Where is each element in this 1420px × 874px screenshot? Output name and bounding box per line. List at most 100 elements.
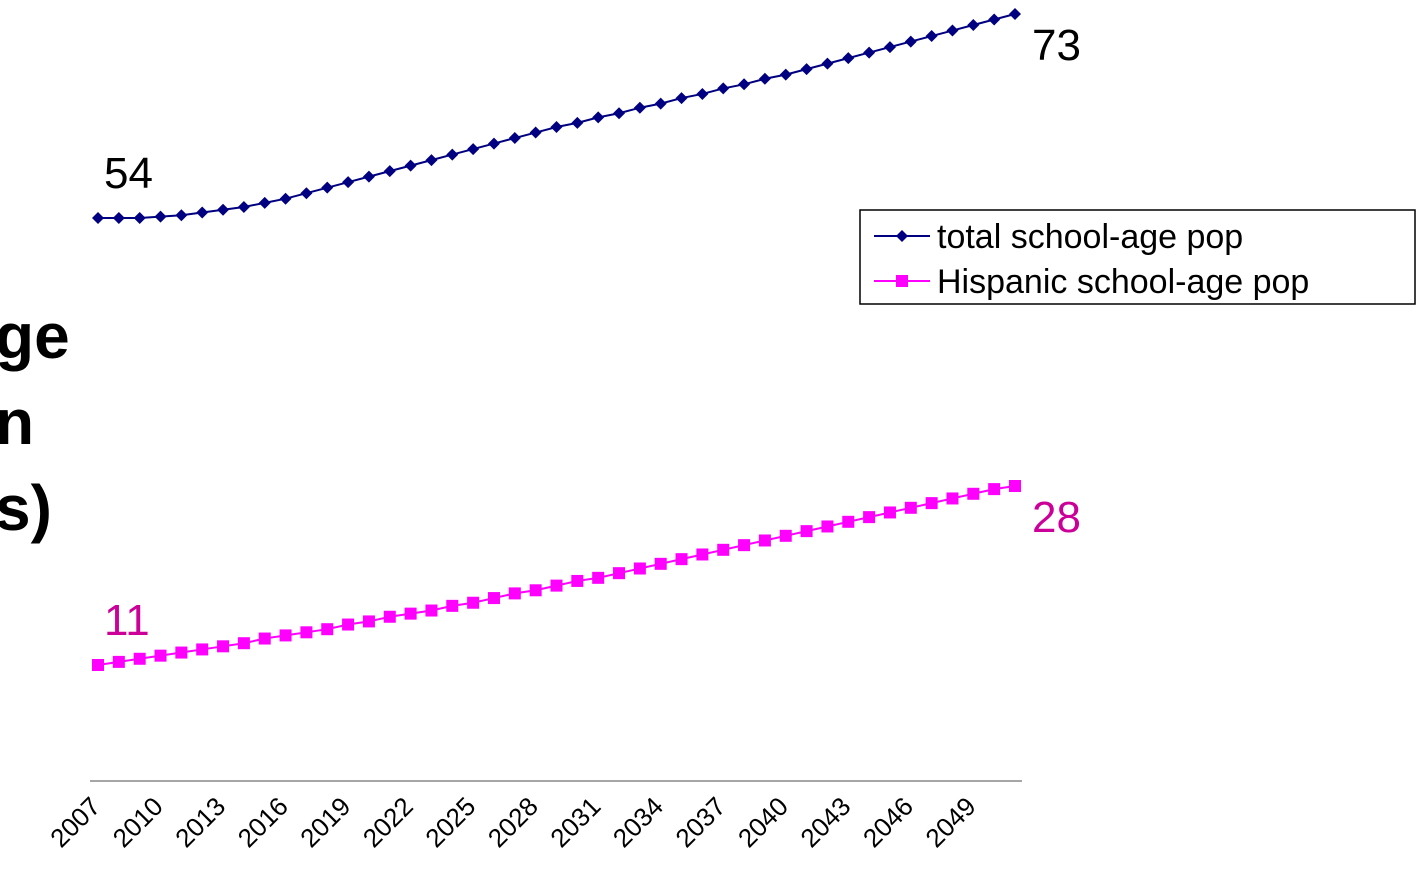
- data-point: [613, 567, 626, 580]
- data-point: [758, 534, 771, 547]
- data-point: [571, 574, 584, 587]
- data-point: [821, 57, 834, 70]
- data-point: [508, 587, 521, 600]
- data-point: [988, 13, 1001, 26]
- data-point: [738, 78, 751, 91]
- data-point: [842, 515, 855, 528]
- data-point: [925, 30, 938, 43]
- data-point: [467, 596, 480, 609]
- data-point: [696, 548, 709, 561]
- data-point: [738, 539, 751, 552]
- data-point: [467, 143, 480, 156]
- y-axis-label-fragment: n: [0, 386, 34, 458]
- data-point: [133, 652, 146, 665]
- data-point: [279, 629, 292, 642]
- data-point: [529, 584, 542, 597]
- x-tick-label: 2043: [794, 791, 856, 853]
- data-point: [383, 165, 396, 178]
- data-point: [967, 487, 980, 500]
- data-point: [321, 623, 334, 636]
- x-tick-label: 2028: [482, 791, 544, 853]
- data-point: [571, 116, 584, 129]
- y-axis-label-fragment: s): [0, 472, 52, 544]
- data-point: [112, 212, 125, 224]
- data-point: [300, 187, 313, 200]
- legend-label: total school-age pop: [937, 218, 1243, 256]
- x-tick-label: 2049: [919, 791, 981, 853]
- data-point: [446, 148, 459, 161]
- end-value-label: 73: [1032, 21, 1081, 70]
- legend-box: [859, 209, 1416, 305]
- data-point: [383, 610, 396, 623]
- x-tick-label: 2046: [857, 791, 919, 853]
- x-tick-label: 2007: [44, 791, 106, 853]
- data-point: [550, 579, 563, 592]
- data-point: [404, 607, 417, 620]
- legend-marker: [896, 230, 908, 242]
- data-point: [779, 68, 792, 81]
- data-point: [529, 126, 542, 139]
- data-point: [279, 192, 292, 205]
- data-point: [925, 497, 938, 510]
- data-point: [154, 210, 167, 223]
- data-point: [237, 637, 250, 650]
- data-point: [863, 511, 876, 524]
- y-axis-label-fragment: ge: [0, 300, 70, 372]
- data-point: [800, 63, 813, 76]
- series: [92, 480, 1021, 671]
- start-value-label: 11: [104, 596, 150, 645]
- x-tick-labels: 2007 2010 2013 2016 2019 2022 2025 2028 2031 2034…: [44, 791, 981, 853]
- data-point: [1009, 8, 1021, 20]
- data-point: [112, 655, 125, 668]
- data-point: [508, 132, 521, 145]
- data-point: [425, 154, 438, 167]
- data-point: [550, 121, 563, 134]
- legend-marker: [896, 275, 908, 287]
- x-tick-label: 2037: [669, 791, 731, 853]
- data-point: [863, 46, 876, 59]
- data-labels: 54 73 11 28: [104, 21, 1081, 645]
- x-tick-label: 2034: [607, 791, 669, 853]
- data-point: [258, 632, 271, 645]
- data-point: [675, 553, 688, 566]
- data-point: [342, 618, 355, 631]
- data-point: [842, 52, 855, 65]
- data-point: [675, 92, 688, 105]
- y-axis-label-fragments: ge n s): [0, 300, 70, 544]
- data-point: [237, 200, 250, 213]
- data-point: [362, 170, 375, 183]
- data-point: [1009, 480, 1021, 492]
- legend-entry: total school-age pop: [874, 218, 1243, 256]
- data-point: [258, 196, 271, 209]
- data-point: [758, 72, 771, 85]
- data-point: [217, 640, 230, 653]
- data-point: [946, 24, 959, 37]
- x-tick-label: 2040: [732, 791, 794, 853]
- data-point: [217, 203, 230, 216]
- data-point: [654, 557, 667, 570]
- data-point: [487, 592, 500, 605]
- data-point: [633, 101, 646, 114]
- x-tick-label: 2016: [232, 791, 294, 853]
- data-point: [446, 599, 459, 612]
- x-tick-label: 2010: [107, 791, 169, 853]
- data-point: [342, 176, 355, 189]
- data-point: [175, 209, 188, 222]
- data-point: [196, 643, 209, 656]
- data-point: [133, 212, 146, 224]
- data-point: [92, 659, 104, 671]
- data-point: [175, 646, 188, 659]
- data-point: [717, 543, 730, 556]
- data-point: [717, 82, 730, 95]
- series-line: [98, 13, 1016, 219]
- data-point: [613, 107, 626, 120]
- data-point: [904, 501, 917, 514]
- series-line: [97, 485, 1016, 666]
- x-tick-label: 2031: [544, 791, 606, 853]
- legend-entry: Hispanic school-age pop: [874, 263, 1309, 301]
- data-point: [592, 111, 605, 124]
- data-point: [904, 35, 917, 48]
- series: [92, 8, 1021, 224]
- x-tick-label: 2022: [357, 791, 419, 853]
